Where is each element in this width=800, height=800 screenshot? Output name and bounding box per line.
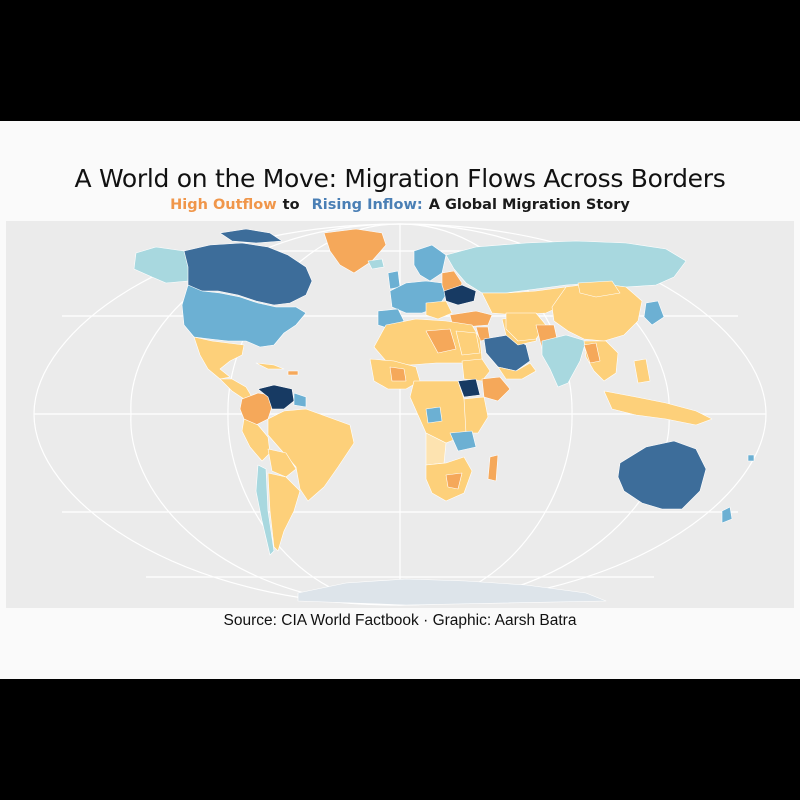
region-china	[551, 282, 643, 342]
subtitle-inflow: Rising Inflow:	[311, 197, 423, 213]
region-egypt	[455, 330, 481, 356]
region-malaysia-indonesia	[603, 390, 713, 426]
region-iceland	[367, 258, 385, 270]
region-uk	[387, 270, 401, 290]
map-title: A World on the Move: Migration Flows Acr…	[74, 164, 726, 193]
region-scandinavia	[413, 244, 447, 282]
subtitle-rest: A Global Migration Story	[428, 197, 630, 213]
region-russia	[445, 240, 687, 294]
map-panel	[6, 221, 794, 608]
region-pacific-islands	[747, 454, 755, 462]
region-congo-inflow	[425, 406, 443, 424]
region-alaska	[133, 246, 191, 284]
region-india	[541, 334, 587, 388]
region-mongolia	[577, 280, 621, 298]
region-argentina	[267, 472, 301, 552]
region-madagascar	[487, 454, 499, 482]
region-cuba	[255, 362, 285, 370]
region-new-zealand	[721, 506, 733, 524]
region-peru	[241, 418, 271, 462]
region-philippines	[633, 358, 651, 384]
subtitle-to: to	[282, 197, 300, 213]
region-myanmar	[583, 342, 601, 364]
region-haiti	[287, 370, 299, 376]
region-guyana	[293, 392, 307, 408]
region-central-america	[219, 378, 253, 400]
region-korea-japan	[643, 300, 665, 326]
region-venezuela	[257, 384, 295, 410]
region-antarctica	[297, 578, 607, 606]
region-south-africa-outflow	[445, 472, 463, 490]
region-horn-of-africa	[481, 376, 511, 402]
region-west-africa-outflow	[389, 366, 407, 382]
region-south-sudan	[457, 378, 481, 398]
region-canada-arctic-islands	[219, 228, 283, 244]
region-libya	[425, 328, 457, 354]
region-sudan	[461, 358, 491, 382]
map-caption: Source: CIA World Factbook · Graphic: Aa…	[223, 612, 577, 629]
region-bolivia	[267, 448, 297, 478]
world-map	[33, 223, 767, 606]
region-chile	[255, 464, 275, 556]
region-yemen-oman	[497, 362, 537, 380]
subtitle-outflow: High Outflow	[170, 197, 277, 213]
region-tanzania	[449, 430, 477, 452]
region-east-africa	[463, 396, 489, 434]
region-australia	[617, 440, 707, 510]
region-mexico	[193, 336, 245, 380]
region-central-asia	[505, 312, 547, 342]
region-balkans	[425, 300, 453, 320]
map-subtitle: High Outflow to Rising Inflow: A Global Mig…	[0, 197, 800, 213]
figure-card: A World on the Move: Migration Flows Acr…	[0, 121, 800, 679]
